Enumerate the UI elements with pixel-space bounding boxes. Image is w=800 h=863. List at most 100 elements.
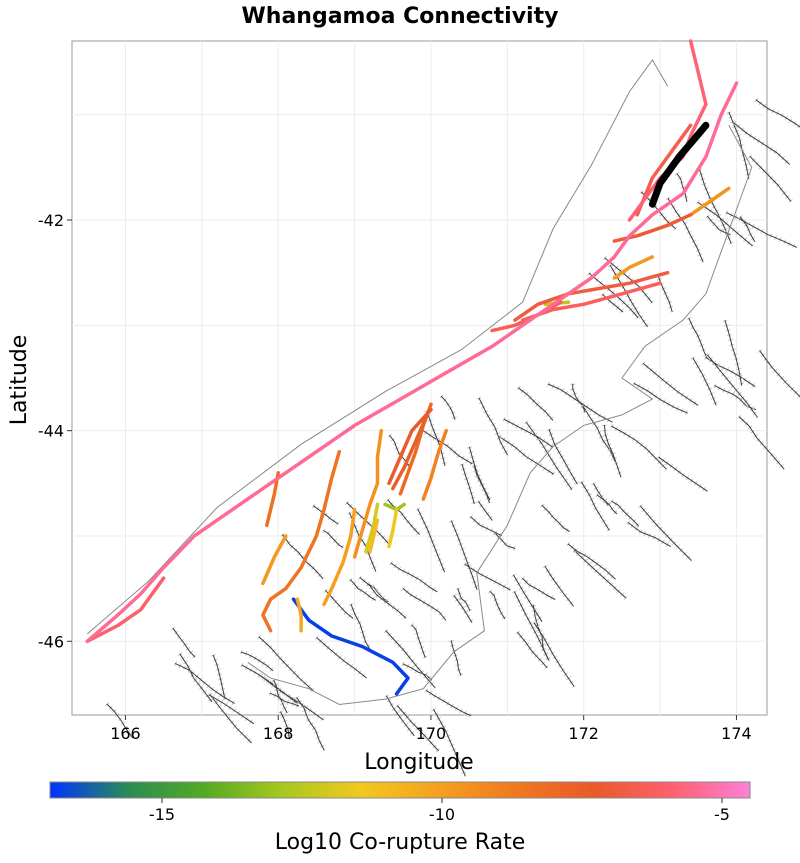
fault-trace xyxy=(633,382,688,414)
fault-trace xyxy=(323,530,344,548)
fault-trace xyxy=(174,662,235,704)
colorbar xyxy=(49,781,751,799)
fault-trace xyxy=(676,173,688,202)
fault-trace xyxy=(468,446,491,501)
colorbar-title: Log10 Co-rupture Rate xyxy=(275,830,526,855)
fault-trace xyxy=(433,708,466,777)
fault-trace xyxy=(596,494,618,515)
chart-title: Whangamoa Connectivity xyxy=(242,4,559,29)
x-tick-label: 174 xyxy=(721,724,752,743)
fault-trace xyxy=(658,456,708,492)
fault-trace xyxy=(359,577,407,619)
source-fault-whangamoa xyxy=(648,121,710,208)
rupture-mackenzie xyxy=(352,428,384,559)
fault-trace xyxy=(269,692,300,707)
west-coastline xyxy=(86,59,669,635)
fault-trace xyxy=(642,362,699,406)
plot-area xyxy=(71,40,768,716)
fault-trace xyxy=(316,637,368,679)
fault-trace xyxy=(212,654,226,700)
fault-trace xyxy=(541,504,570,533)
fault-trace xyxy=(461,463,475,505)
fault-trace xyxy=(385,630,436,689)
x-axis-ticks: 166 168 170 172 174 xyxy=(110,715,752,743)
fault-trace xyxy=(582,406,616,462)
rupture-waitaki xyxy=(421,428,448,501)
fault-trace xyxy=(572,383,586,413)
x-tick-label: 168 xyxy=(263,724,294,743)
fault-trace xyxy=(588,272,639,319)
fault-trace xyxy=(349,579,376,601)
fault-trace xyxy=(425,689,472,717)
fault-trace xyxy=(367,583,389,603)
rupture-nevis-a xyxy=(322,507,357,607)
fault-trace xyxy=(470,516,503,537)
fault-trace xyxy=(106,703,134,739)
y-tick-label: -42 xyxy=(38,211,64,230)
fault-trace xyxy=(280,711,290,740)
fault-trace xyxy=(573,549,627,599)
y-tick-label: -46 xyxy=(38,632,64,651)
fault-trace xyxy=(457,588,471,612)
source-fault-group xyxy=(648,121,710,208)
fault-trace xyxy=(312,505,339,525)
fault-trace xyxy=(499,436,555,475)
fault-trace xyxy=(609,264,649,328)
rupture-cardrona xyxy=(368,518,380,554)
fault-trace xyxy=(706,215,731,236)
colorbar-ticks: -15 -10 -5 xyxy=(149,798,730,824)
fault-trace xyxy=(604,257,653,304)
fault-trace xyxy=(494,532,516,549)
rupture-awatere-east xyxy=(688,186,731,217)
fault-trace xyxy=(258,636,314,692)
fault-trace xyxy=(385,695,415,737)
rupture-hyde xyxy=(291,597,410,696)
fault-trace xyxy=(179,653,213,703)
fault-trace xyxy=(707,354,758,418)
y-axis-title: Latitude xyxy=(7,335,32,426)
x-tick-label: 172 xyxy=(568,724,599,743)
fault-trace xyxy=(453,595,473,623)
fault-trace xyxy=(759,350,800,398)
fault-trace xyxy=(667,197,704,263)
fault-trace xyxy=(544,565,574,607)
fault-trace xyxy=(426,410,446,467)
fault-trace xyxy=(611,500,640,527)
fault-trace xyxy=(603,424,622,478)
fault-trace xyxy=(522,577,556,600)
coastline xyxy=(86,59,753,706)
colorbar-tick-label: -5 xyxy=(714,805,730,824)
fault-trace xyxy=(478,397,509,456)
rupture-dunstan-lime xyxy=(387,507,399,549)
fault-trace xyxy=(396,705,439,752)
fault-trace xyxy=(657,274,673,313)
fault-trace xyxy=(611,425,667,470)
y-tick-label: -44 xyxy=(38,422,64,441)
rupture-ostler-c xyxy=(387,407,433,486)
fault-trace xyxy=(525,421,573,490)
colorbar-tick-label: -15 xyxy=(149,805,175,824)
fault-trace xyxy=(533,622,575,687)
rupture-clarence-a xyxy=(513,270,670,322)
fault-trace xyxy=(738,416,785,470)
fault-trace xyxy=(411,624,426,658)
fault-trace xyxy=(725,212,798,248)
fault-trace xyxy=(692,357,717,406)
fault-trace xyxy=(733,122,791,165)
fault-trace xyxy=(402,663,433,681)
fault-trace xyxy=(473,465,490,504)
fault-trace xyxy=(749,155,792,202)
fault-trace xyxy=(450,520,478,590)
rupture-moonlight xyxy=(261,534,288,586)
fault-trace xyxy=(503,418,553,448)
fault-trace xyxy=(517,631,548,669)
rupture-alpine-west-tail xyxy=(85,576,166,644)
fault-trace xyxy=(688,317,708,360)
fault-trace xyxy=(548,429,578,485)
colorbar-tick-label: -10 xyxy=(429,805,455,824)
fault-trace xyxy=(421,429,473,465)
fault-trace xyxy=(260,675,324,721)
fault-trace xyxy=(209,694,252,744)
fault-trace xyxy=(580,481,610,531)
